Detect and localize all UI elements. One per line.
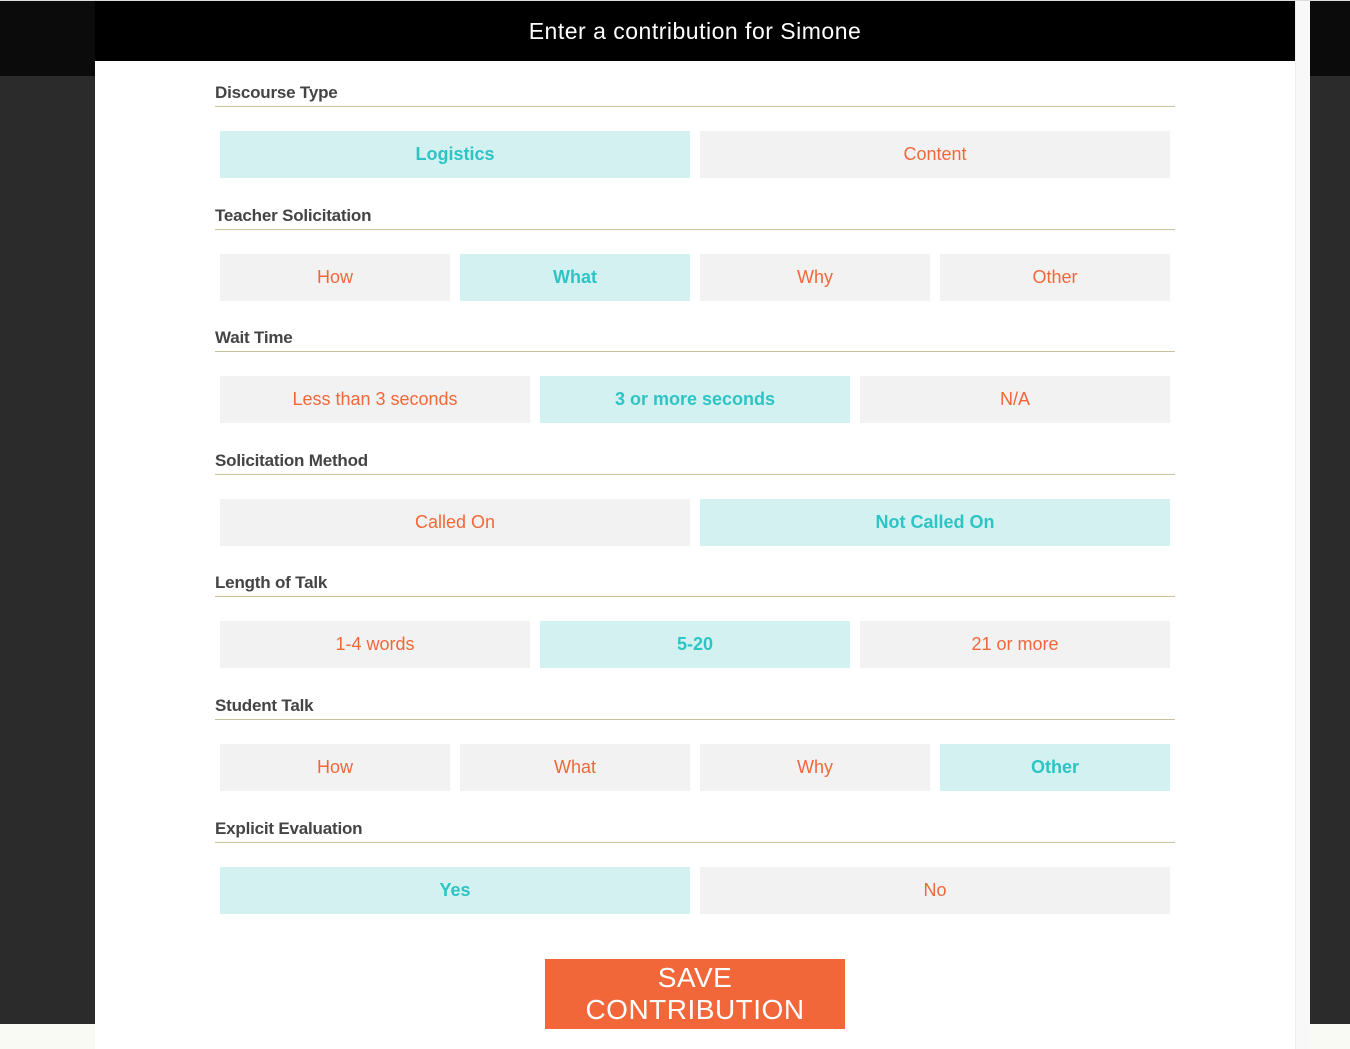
section-discourse-type: Discourse Type Logistics Content bbox=[215, 81, 1175, 204]
option-logistics[interactable]: Logistics bbox=[220, 131, 690, 178]
section-label: Student Talk bbox=[215, 694, 1175, 720]
scrollbar[interactable] bbox=[1295, 1, 1310, 1049]
option-other[interactable]: Other bbox=[940, 743, 1170, 791]
option-5-20[interactable]: 5-20 bbox=[540, 621, 850, 669]
top-border bbox=[0, 0, 1350, 1]
modal-title: Enter a contribution for Simone bbox=[95, 1, 1295, 61]
option-what[interactable]: What bbox=[460, 253, 690, 301]
option-called-on[interactable]: Called On bbox=[220, 498, 690, 546]
section-label: Wait Time bbox=[215, 326, 1175, 353]
option-group: Logistics Content bbox=[215, 107, 1175, 178]
section-label: Solicitation Method bbox=[215, 449, 1175, 475]
option-group: 1-4 words 5-20 21 or more bbox=[215, 597, 1175, 669]
option-what[interactable]: What bbox=[460, 743, 690, 791]
option-group: Called On Not Called On bbox=[215, 475, 1175, 546]
section-label: Length of Talk bbox=[215, 571, 1175, 598]
option-how[interactable]: How bbox=[220, 253, 450, 301]
option-n-a[interactable]: N/A bbox=[860, 376, 1170, 424]
section-label: Explicit Evaluation bbox=[215, 817, 1175, 843]
option-how[interactable]: How bbox=[220, 743, 450, 791]
option-group: Yes No bbox=[215, 843, 1175, 914]
section-solicitation-method: Solicitation Method Called On Not Called O… bbox=[215, 449, 1175, 572]
form-sections: Discourse Type Logistics Content Teacher So… bbox=[215, 81, 1175, 939]
section-label: Discourse Type bbox=[215, 81, 1175, 107]
option-why[interactable]: Why bbox=[700, 743, 930, 791]
section-explicit-evaluation: Explicit Evaluation Yes No bbox=[215, 817, 1175, 940]
option-group: How What Why Other bbox=[215, 230, 1175, 301]
section-label: Teacher Solicitation bbox=[215, 204, 1175, 230]
section-wait-time: Wait Time Less than 3 seconds 3 or more se… bbox=[215, 326, 1175, 449]
section-teacher-solicitation: Teacher Solicitation How What Why Other bbox=[215, 204, 1175, 327]
option-not-called-on[interactable]: Not Called On bbox=[700, 498, 1170, 546]
option-why[interactable]: Why bbox=[700, 253, 930, 301]
section-student-talk: Student Talk How What Why Other bbox=[215, 694, 1175, 817]
option-no[interactable]: No bbox=[700, 866, 1170, 914]
option-group: Less than 3 seconds 3 or more seconds N/A bbox=[215, 352, 1175, 424]
option-group: How What Why Other bbox=[215, 720, 1175, 791]
contribution-modal: Enter a contribution for Simone Discours… bbox=[95, 1, 1295, 1049]
section-length-of-talk: Length of Talk 1-4 words 5-20 21 or more bbox=[215, 571, 1175, 694]
option-21-or-more[interactable]: 21 or more bbox=[860, 621, 1170, 669]
option-yes[interactable]: Yes bbox=[220, 866, 690, 914]
option-3-or-more-seconds[interactable]: 3 or more seconds bbox=[540, 376, 850, 424]
option-content[interactable]: Content bbox=[700, 131, 1170, 178]
save-contribution-button[interactable]: SAVE CONTRIBUTION bbox=[545, 959, 845, 1029]
option-less-than-3-seconds[interactable]: Less than 3 seconds bbox=[220, 376, 530, 424]
option-1-4-words[interactable]: 1-4 words bbox=[220, 621, 530, 669]
option-other[interactable]: Other bbox=[940, 253, 1170, 301]
